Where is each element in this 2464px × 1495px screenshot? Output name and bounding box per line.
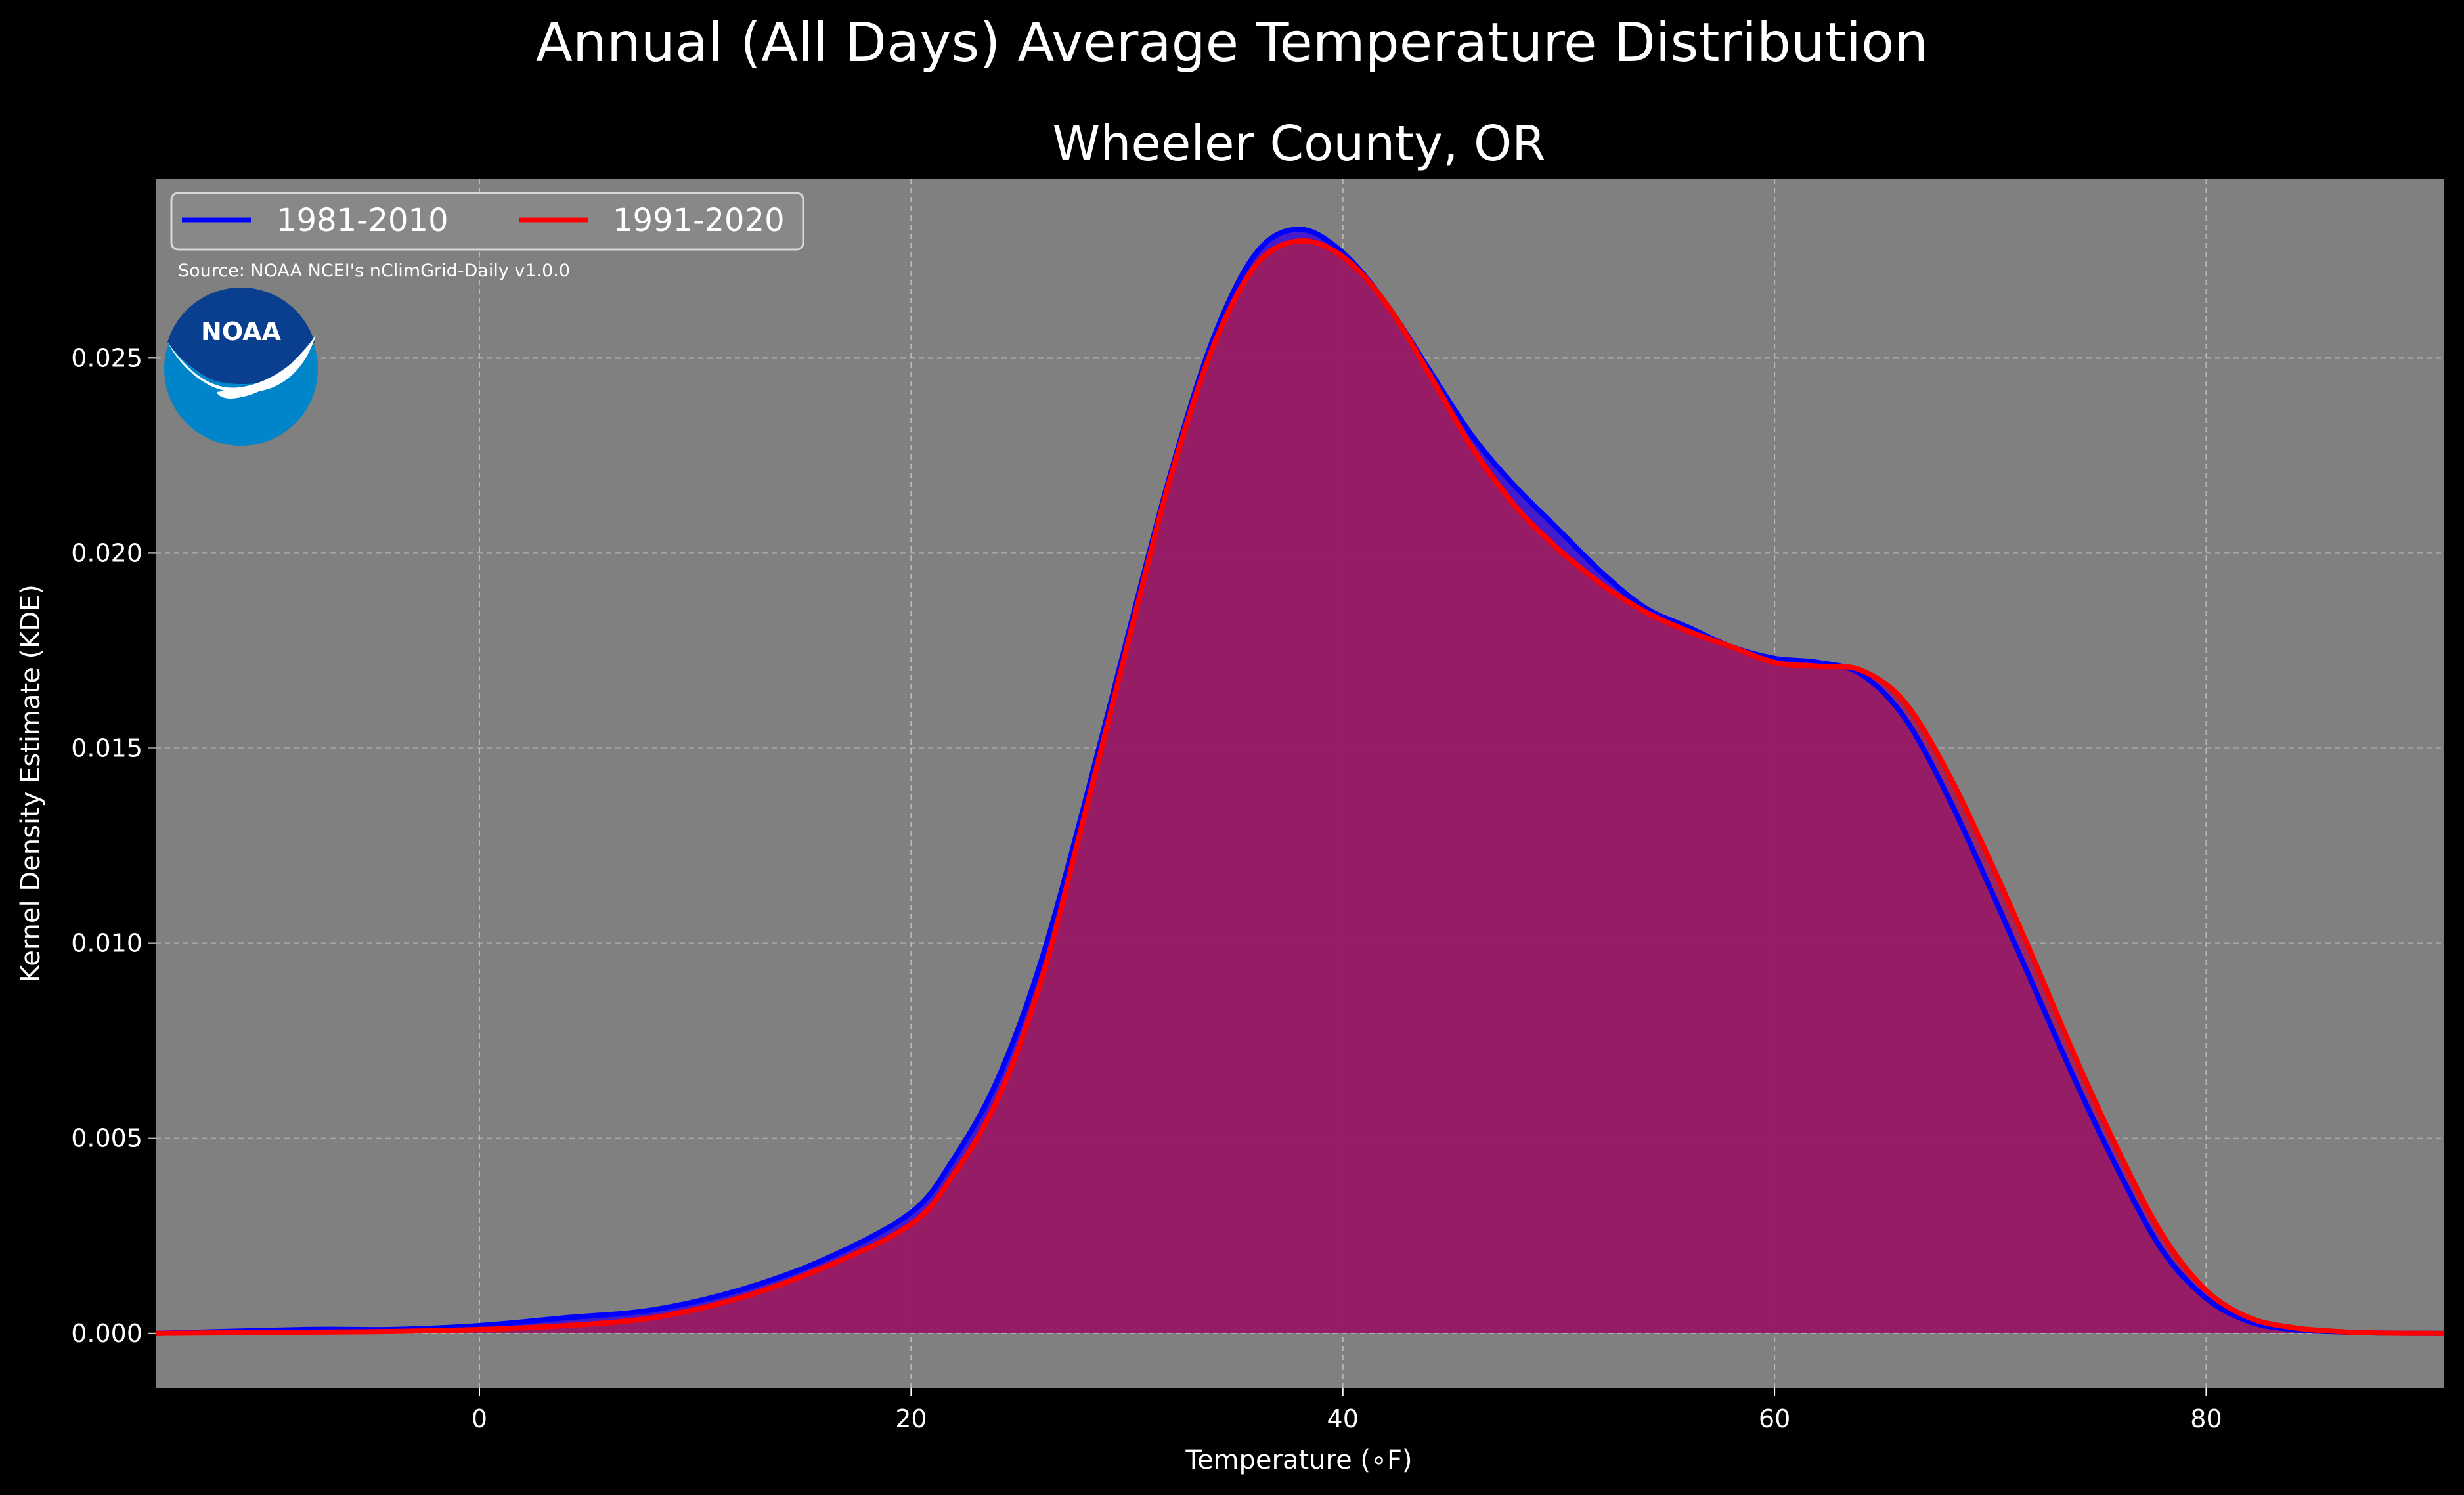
x-tick-label: 60 <box>1759 1404 1790 1433</box>
chart-title: Wheeler County, OR <box>1052 116 1545 172</box>
x-tick-label: 80 <box>2190 1404 2222 1433</box>
density-area-1991-2020 <box>156 240 2444 1333</box>
legend-label-1991-2020: 1991-2020 <box>613 202 785 239</box>
y-tick-label: 0.015 <box>71 734 143 763</box>
legend-box <box>170 192 804 251</box>
x-tick-label: 40 <box>1327 1404 1359 1433</box>
noaa-logo-text: NOAA <box>201 317 281 346</box>
x-axis-label: Temperature (∘F) <box>1185 1445 1412 1475</box>
x-axis-ticks: 0 20 40 60 80 <box>472 1388 2222 1433</box>
y-tick-label: 0.020 <box>71 538 143 567</box>
y-axis-label: Kernel Density Estimate (KDE) <box>16 584 46 982</box>
density-areas <box>156 229 2444 1333</box>
y-tick-label: 0.005 <box>71 1124 143 1153</box>
density-line-1991-2020 <box>155 238 2444 1336</box>
y-tick-label: 0.000 <box>71 1319 143 1348</box>
source-note: Source: NOAA NCEI's nClimGrid-Daily v1.0… <box>178 261 570 281</box>
legend-label-1981-2010: 1981-2010 <box>276 202 449 239</box>
y-axis-ticks: 0.000 0.005 0.010 0.015 0.020 0.025 <box>71 343 156 1348</box>
figure-suptitle: Annual (All Days) Average Temperature Di… <box>535 12 1929 74</box>
x-tick-label: 20 <box>895 1404 927 1433</box>
y-tick-label: 0.010 <box>71 929 143 958</box>
noaa-logo-icon: NOAA <box>164 287 318 446</box>
y-tick-label: 0.025 <box>71 343 143 372</box>
legend: 1981-2010 1991-2020 <box>170 192 804 251</box>
density-lines <box>155 227 2444 1336</box>
x-tick-label: 0 <box>472 1404 487 1433</box>
